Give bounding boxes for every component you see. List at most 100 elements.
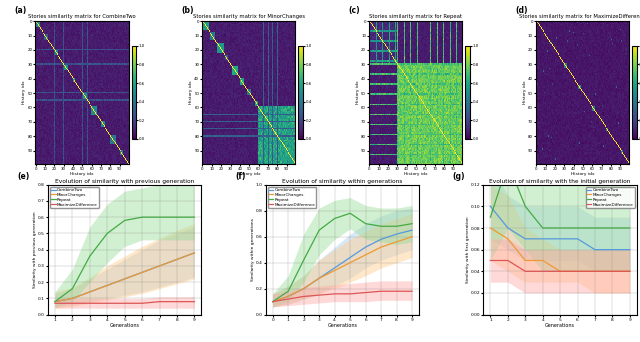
MinorChanges <box>156 264 163 268</box>
MaximizeDifference <box>104 301 111 305</box>
MaximizeDifference <box>156 300 163 304</box>
Repeat <box>504 161 512 165</box>
Y-axis label: History idx: History idx <box>22 80 26 104</box>
MinorChanges <box>408 235 416 239</box>
Repeat <box>573 226 581 230</box>
MinorChanges <box>104 283 111 287</box>
MinorChanges <box>284 294 292 299</box>
Y-axis label: Similarity with previous generation: Similarity with previous generation <box>33 211 36 288</box>
Line: MaximizeDifference: MaximizeDifference <box>490 261 630 271</box>
CombineTwo <box>331 266 339 270</box>
MinorChanges <box>504 237 512 241</box>
MinorChanges <box>539 259 547 263</box>
Repeat <box>156 215 163 219</box>
MaximizeDifference <box>331 292 339 296</box>
Repeat <box>539 226 547 230</box>
Line: CombineTwo: CombineTwo <box>490 206 630 250</box>
Repeat <box>393 224 401 228</box>
MinorChanges <box>626 269 634 273</box>
Repeat <box>68 287 76 291</box>
Title: Stories similarity matrix for MinorChanges: Stories similarity matrix for MinorChang… <box>193 14 305 19</box>
Line: CombineTwo: CombineTwo <box>273 230 412 302</box>
CombineTwo <box>408 228 416 232</box>
MinorChanges <box>331 268 339 273</box>
Repeat <box>284 289 292 293</box>
MaximizeDifference <box>269 300 276 304</box>
CombineTwo <box>504 226 512 230</box>
CombineTwo <box>573 237 581 241</box>
MinorChanges <box>573 269 581 273</box>
Title: Evolution of similarity with the initial generation: Evolution of similarity with the initial… <box>490 179 631 184</box>
CombineTwo <box>138 270 146 274</box>
MinorChanges <box>51 300 59 304</box>
MaximizeDifference <box>284 297 292 301</box>
X-axis label: Generations: Generations <box>109 323 140 328</box>
X-axis label: History idx: History idx <box>404 172 428 176</box>
CombineTwo <box>104 283 111 287</box>
Title: Evolution of similarity within generations: Evolution of similarity within generatio… <box>282 179 403 184</box>
CombineTwo <box>346 255 354 260</box>
Repeat <box>626 226 634 230</box>
Text: (d): (d) <box>515 6 527 15</box>
MaximizeDifference <box>539 269 547 273</box>
Repeat <box>121 219 129 223</box>
MinorChanges <box>191 251 198 255</box>
Repeat <box>316 228 323 232</box>
Title: Stories similarity matrix for Repeat: Stories similarity matrix for Repeat <box>369 14 462 19</box>
MaximizeDifference <box>316 293 323 297</box>
Repeat <box>346 211 354 215</box>
X-axis label: Generations: Generations <box>328 323 357 328</box>
MinorChanges <box>346 261 354 265</box>
Line: MaximizeDifference: MaximizeDifference <box>55 302 195 303</box>
Text: (c): (c) <box>348 6 360 15</box>
MinorChanges <box>362 253 369 257</box>
CombineTwo <box>121 277 129 281</box>
MaximizeDifference <box>486 259 494 263</box>
Repeat <box>51 300 59 304</box>
Line: CombineTwo: CombineTwo <box>55 253 195 302</box>
CombineTwo <box>626 248 634 252</box>
CombineTwo <box>156 264 163 268</box>
Y-axis label: History idx: History idx <box>356 80 360 104</box>
Line: Repeat: Repeat <box>273 213 412 302</box>
MinorChanges <box>121 277 129 281</box>
MaximizeDifference <box>556 269 564 273</box>
Repeat <box>556 226 564 230</box>
Legend: CombineTwo, MinorChanges, Repeat, MaximizeDifference: CombineTwo, MinorChanges, Repeat, Maximi… <box>268 187 317 208</box>
CombineTwo <box>591 248 599 252</box>
Y-axis label: History idx: History idx <box>189 80 193 104</box>
MinorChanges <box>300 287 307 291</box>
Line: MinorChanges: MinorChanges <box>490 228 630 271</box>
MinorChanges <box>486 226 494 230</box>
X-axis label: History idx: History idx <box>571 172 594 176</box>
Repeat <box>191 215 198 219</box>
Line: Repeat: Repeat <box>55 217 195 302</box>
CombineTwo <box>51 300 59 304</box>
CombineTwo <box>378 237 385 241</box>
MinorChanges <box>609 269 616 273</box>
MinorChanges <box>316 276 323 280</box>
Repeat <box>104 231 111 235</box>
Repeat <box>138 215 146 219</box>
CombineTwo <box>609 248 616 252</box>
CombineTwo <box>86 290 93 294</box>
CombineTwo <box>316 276 323 280</box>
MaximizeDifference <box>362 290 369 294</box>
MaximizeDifference <box>408 289 416 293</box>
CombineTwo <box>556 237 564 241</box>
MaximizeDifference <box>522 269 529 273</box>
CombineTwo <box>173 257 180 261</box>
MaximizeDifference <box>591 269 599 273</box>
Repeat <box>591 226 599 230</box>
MinorChanges <box>269 300 276 304</box>
Repeat <box>86 254 93 258</box>
Text: (a): (a) <box>15 6 27 15</box>
CombineTwo <box>300 287 307 291</box>
Text: (e): (e) <box>17 172 29 181</box>
MaximizeDifference <box>86 301 93 305</box>
Line: Repeat: Repeat <box>490 163 630 228</box>
Repeat <box>522 204 529 208</box>
X-axis label: History idx: History idx <box>70 172 93 176</box>
Repeat <box>173 215 180 219</box>
Repeat <box>269 300 276 304</box>
